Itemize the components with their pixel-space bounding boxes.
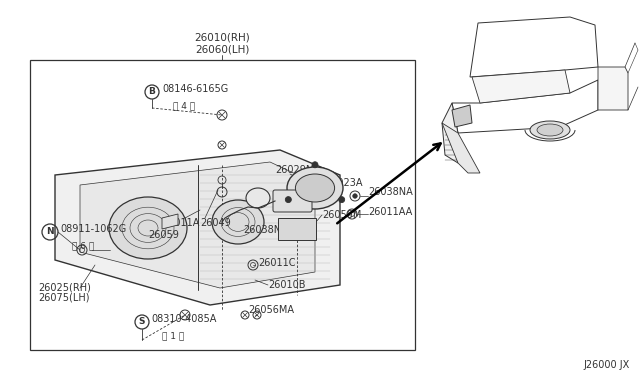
Polygon shape [598,67,628,110]
Ellipse shape [109,197,187,259]
Polygon shape [162,214,178,229]
Bar [278,218,316,240]
Text: 〈 6 〉: 〈 6 〉 [72,241,94,250]
Text: 26010(RH): 26010(RH) [194,33,250,43]
Text: 26038N: 26038N [243,225,281,235]
Text: 26025(RH): 26025(RH) [38,283,91,293]
Text: 26010B: 26010B [268,280,305,290]
Text: 26075(LH): 26075(LH) [38,293,90,303]
Text: 26060(LH): 26060(LH) [195,44,249,54]
Text: 26011AA: 26011AA [368,207,412,217]
Circle shape [353,194,357,198]
Polygon shape [80,162,315,288]
Text: 26059: 26059 [148,230,179,240]
Polygon shape [442,103,458,163]
Ellipse shape [246,188,270,208]
Polygon shape [442,123,480,173]
Text: 26011C: 26011C [258,258,296,268]
Ellipse shape [537,124,563,136]
Text: N: N [46,228,54,237]
Bar [30,60,415,350]
Text: 26023A: 26023A [325,178,362,188]
Polygon shape [55,150,340,305]
Text: 26038NA: 26038NA [368,187,413,197]
Polygon shape [470,17,598,77]
Text: 26056M: 26056M [322,210,362,220]
Text: 08911-1062G: 08911-1062G [60,224,126,234]
Ellipse shape [287,167,343,209]
Text: 26049: 26049 [200,218,231,228]
Text: 〈 1 〉: 〈 1 〉 [162,331,184,340]
Ellipse shape [530,121,570,139]
Text: 26029M: 26029M [275,165,314,175]
Ellipse shape [296,174,335,202]
Ellipse shape [212,200,264,244]
Text: 26056MA: 26056MA [248,305,294,315]
Polygon shape [452,105,472,127]
Polygon shape [452,80,598,133]
Text: B: B [148,87,156,96]
Text: 26011A: 26011A [162,218,200,228]
Text: 08146-6165G: 08146-6165G [162,84,228,94]
FancyBboxPatch shape [273,190,312,212]
Circle shape [312,162,318,168]
Text: S: S [139,317,145,327]
Circle shape [339,197,345,203]
Text: 08310-4085A: 08310-4085A [151,314,216,324]
Polygon shape [472,70,570,103]
Text: J26000 JX: J26000 JX [584,360,630,370]
Text: 〈 4 〉: 〈 4 〉 [173,101,195,110]
Circle shape [285,197,291,203]
